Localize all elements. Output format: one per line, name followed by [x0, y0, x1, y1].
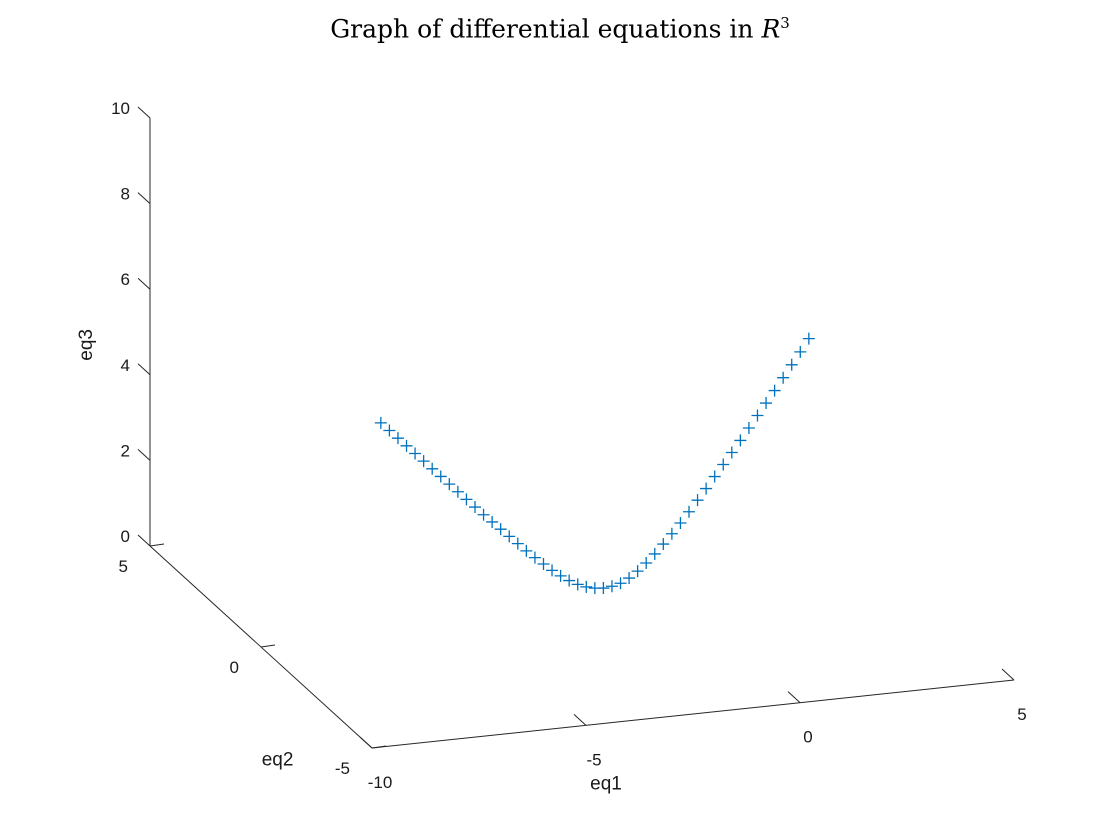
z-tick — [137, 106, 151, 119]
y-tick-label: -5 — [335, 759, 350, 778]
y-tick — [260, 644, 276, 648]
data-point — [374, 416, 387, 429]
data-point — [494, 523, 507, 536]
data-point — [580, 580, 593, 593]
z-tick-label: 2 — [121, 441, 130, 460]
z-tick-label: 4 — [121, 356, 130, 375]
y-tick — [149, 543, 165, 547]
data-point — [674, 516, 687, 529]
z-tick — [137, 534, 151, 547]
data-point — [614, 577, 627, 590]
z-tick — [137, 277, 151, 290]
data-point — [640, 556, 653, 569]
data-point — [700, 482, 713, 495]
data-point — [469, 501, 481, 514]
x-tick — [787, 691, 801, 704]
data-point — [597, 582, 610, 595]
y-tick-label: 5 — [119, 557, 128, 576]
data-point — [400, 439, 413, 452]
data-point — [554, 569, 567, 582]
z-tick-label: 0 — [121, 527, 130, 546]
x-tick-label: -10 — [368, 773, 393, 792]
data-point — [751, 409, 764, 422]
data-point — [742, 421, 755, 434]
x-tick — [1001, 668, 1015, 681]
data-point — [546, 564, 559, 577]
data-point — [443, 478, 456, 491]
data-point — [768, 384, 781, 397]
data-point — [417, 455, 430, 468]
x-tick-label: -5 — [586, 750, 601, 769]
data-point — [434, 470, 447, 483]
data-point — [520, 544, 533, 557]
y-axis-label: eq2 — [262, 750, 294, 771]
data-point — [691, 494, 704, 507]
data-point — [708, 470, 721, 483]
data-point — [648, 547, 661, 560]
data-point — [717, 458, 730, 471]
data-point — [665, 527, 678, 540]
z-tick — [137, 449, 151, 461]
chart-title-variable: R — [761, 14, 781, 44]
data-point — [605, 580, 618, 593]
z-tick-label: 8 — [121, 185, 130, 204]
z-tick-label: 10 — [111, 99, 130, 118]
x-tick-label: 0 — [803, 728, 812, 747]
data-markers — [374, 332, 815, 595]
data-point — [725, 446, 738, 459]
z-tick — [137, 192, 151, 204]
y-tick — [371, 745, 387, 749]
data-point — [537, 558, 550, 571]
z-tick-label: 6 — [121, 270, 130, 289]
data-point — [777, 371, 790, 384]
data-point — [657, 538, 670, 551]
x-tick-label: 5 — [1017, 705, 1026, 724]
data-point — [794, 345, 807, 358]
data-point — [486, 515, 499, 528]
x-tick — [573, 713, 587, 726]
x-tick — [359, 736, 373, 749]
data-point — [528, 551, 541, 564]
chart-title-text: Graph of differential equations in — [330, 14, 762, 44]
data-point — [760, 397, 773, 410]
data-point — [460, 493, 473, 506]
axes-lines — [149, 118, 1015, 749]
data-point — [477, 508, 490, 521]
data-point — [571, 578, 584, 591]
z-tick — [137, 363, 151, 376]
data-point — [785, 358, 798, 371]
data-point — [802, 332, 815, 345]
x-axis-line — [371, 679, 1015, 749]
z-axis-label: eq3 — [76, 329, 97, 361]
y-tick-label: 0 — [230, 658, 239, 677]
data-point — [451, 485, 464, 498]
axis-ticks — [137, 106, 1015, 749]
data-point — [623, 572, 636, 585]
data-point — [503, 530, 516, 543]
data-point — [563, 574, 576, 587]
data-point — [391, 432, 404, 445]
data-point — [631, 565, 644, 578]
data-point — [409, 447, 422, 460]
data-point — [383, 424, 396, 437]
chart-title-exponent: 3 — [780, 14, 790, 32]
axis-tick-labels: -10 -5 0 5 -5 0 5 0 2 4 6 8 10 — [111, 99, 1027, 792]
chart-title: Graph of differential equations in R3 — [0, 14, 1120, 43]
data-point — [511, 537, 524, 550]
data-point — [683, 505, 695, 518]
x-axis-label: eq1 — [590, 773, 622, 794]
data-point — [734, 434, 747, 447]
data-point — [426, 462, 439, 475]
